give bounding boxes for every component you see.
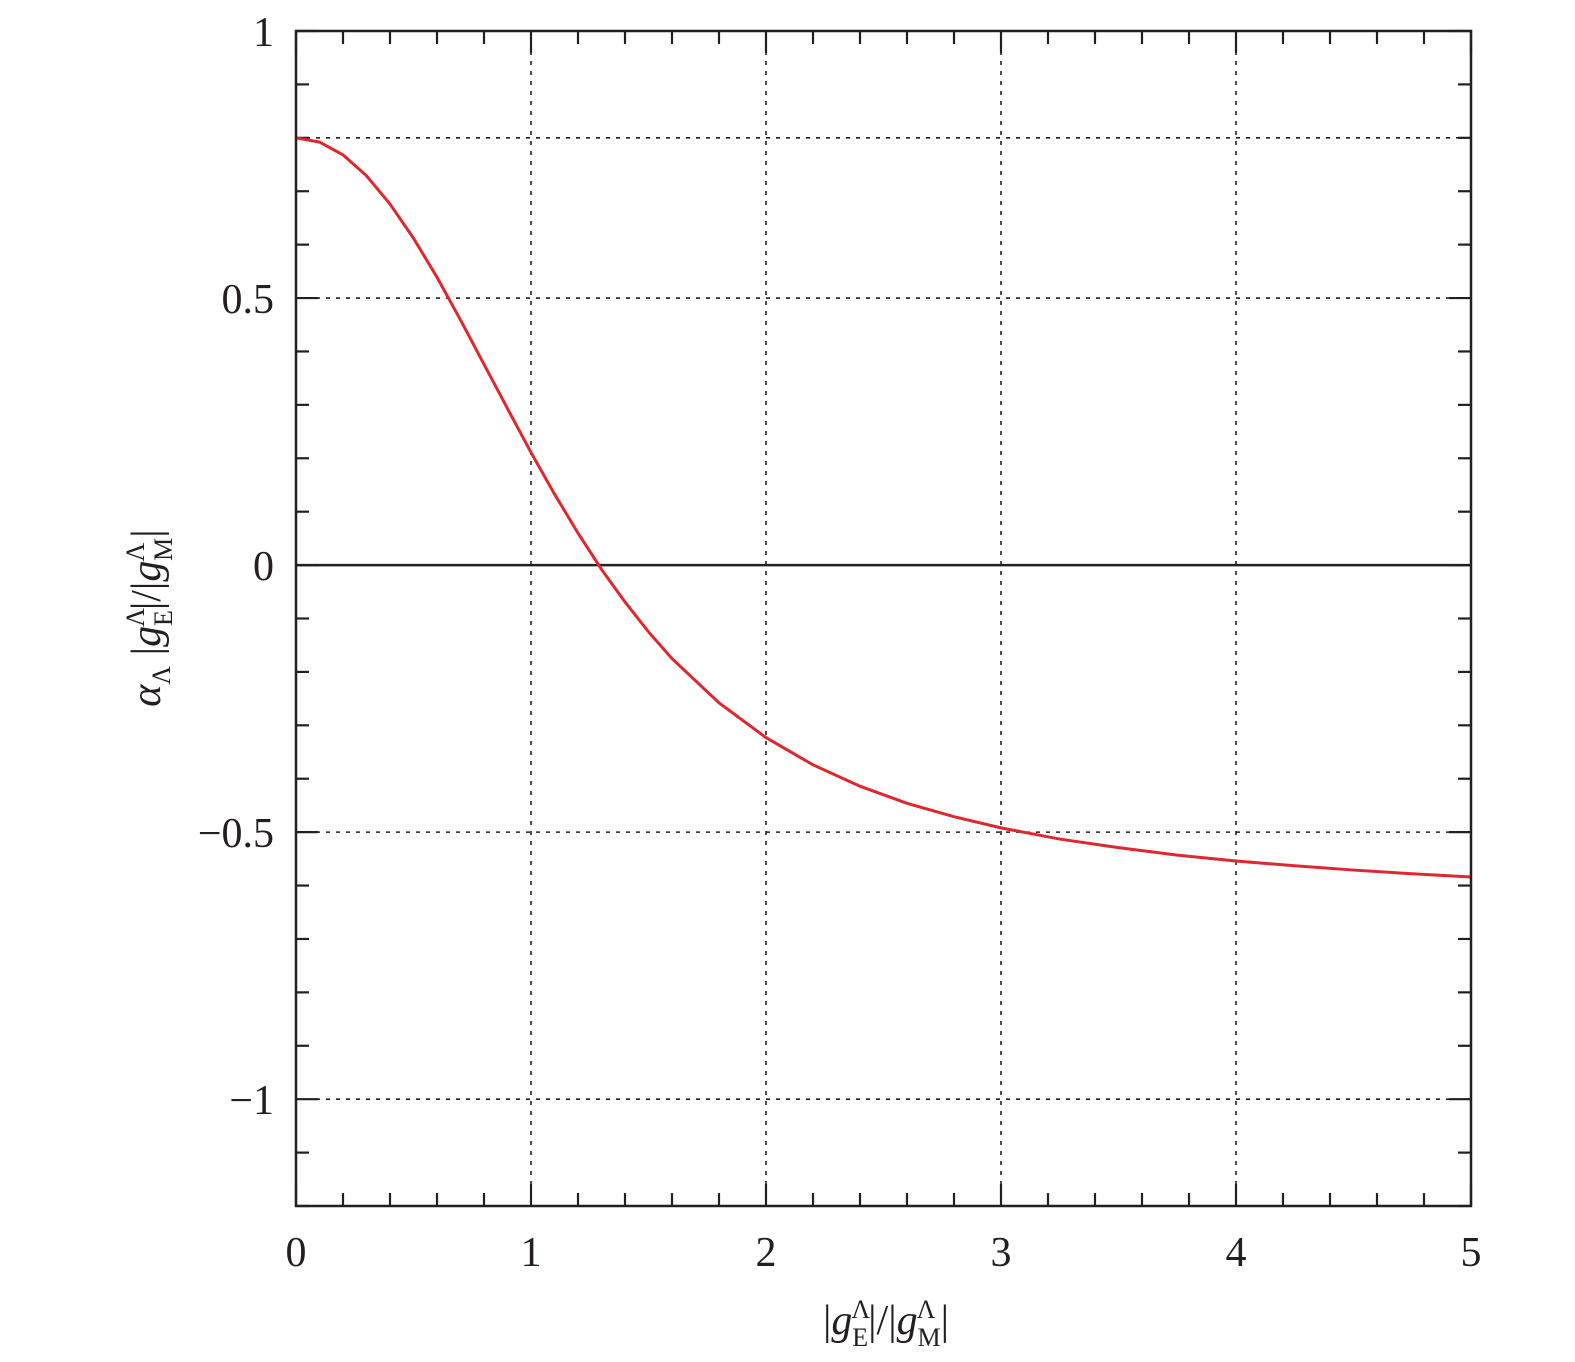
y-tick-label-4: −1: [229, 1078, 274, 1124]
x-tick-label-4: 4: [1226, 1230, 1247, 1276]
x-tick-label-5: 5: [1461, 1230, 1482, 1276]
x-tick-label-2: 2: [756, 1230, 777, 1276]
x-axis-label: |gΛ E|/|gΛ M|: [823, 1295, 949, 1352]
x-tick-label-0: 0: [286, 1230, 307, 1276]
plot-frame: [294, 29, 1473, 1208]
y-tick-label-0: 1: [253, 10, 274, 56]
y-axis-label: αΛ |gΛE|/|gΛM|: [121, 529, 178, 706]
x-tick-labels: 0 1 2 3 4 5: [286, 1230, 1482, 1276]
y-tick-label-1: 0.5: [222, 277, 275, 323]
y-tick-label-3: −0.5: [198, 811, 274, 857]
series-line: [295, 136, 1472, 879]
x-tick-label-3: 3: [991, 1230, 1012, 1276]
axis-ticks: [294, 29, 1473, 1208]
grid-lines: [296, 31, 1471, 1206]
x-tick-label-1: 1: [521, 1230, 542, 1276]
y-tick-label-2: 0: [253, 544, 274, 590]
y-tick-labels: 1 0.5 0 −0.5 −1: [198, 10, 274, 1124]
